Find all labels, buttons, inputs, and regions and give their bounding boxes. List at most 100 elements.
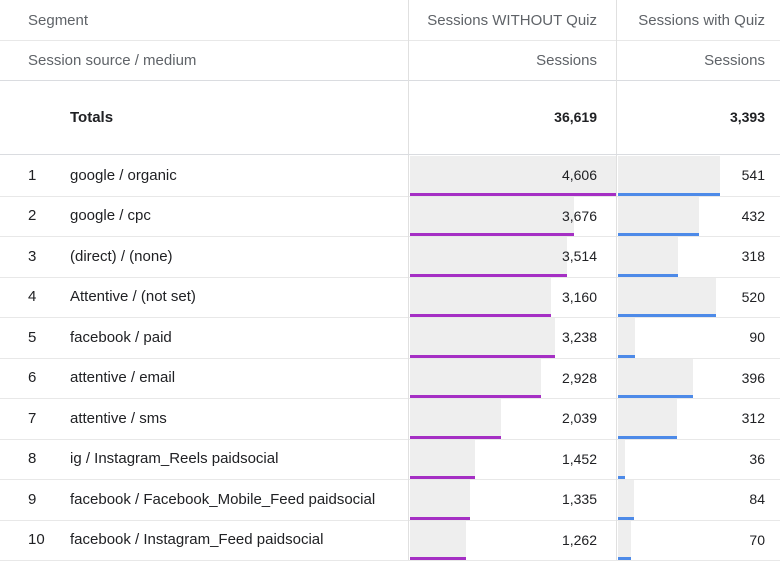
sessions-with-quiz-cell: 36 <box>616 439 780 480</box>
row-index: 2 <box>0 196 60 237</box>
sessions-bar-b <box>618 399 677 439</box>
source-medium-label: facebook / Facebook_Mobile_Feed paidsoci… <box>60 479 408 520</box>
source-medium-label: facebook / Instagram_Feed paidsocial <box>60 520 408 561</box>
sessions-bar-a <box>410 197 574 237</box>
totals-value-a: 36,619 <box>408 80 616 154</box>
sessions-value-b: 36 <box>749 451 765 467</box>
sessions-with-quiz-cell: 520 <box>616 277 780 318</box>
sessions-value-b: 312 <box>742 410 765 426</box>
sessions-without-quiz-cell: 1,335 <box>408 479 616 520</box>
sessions-value-a: 2,039 <box>562 410 597 426</box>
sessions-bar-b <box>618 237 678 277</box>
sessions-with-quiz-cell: 318 <box>616 236 780 277</box>
sessions-without-quiz-cell: 2,039 <box>408 398 616 439</box>
source-medium-label: attentive / email <box>60 358 408 399</box>
sessions-value-b: 84 <box>749 491 765 507</box>
sessions-bar-a <box>410 278 551 318</box>
row-index: 7 <box>0 398 60 439</box>
sessions-with-quiz-cell: 396 <box>616 358 780 399</box>
sessions-without-quiz-cell: 1,452 <box>408 439 616 480</box>
source-medium-label: Attentive / (not set) <box>60 277 408 318</box>
sessions-bar-b <box>618 156 720 196</box>
sessions-without-quiz-cell: 3,514 <box>408 236 616 277</box>
row-index: 5 <box>0 317 60 358</box>
segment-header-row: Segment Sessions WITHOUT Quiz Sessions w… <box>0 0 780 41</box>
sessions-bar-a <box>410 359 541 399</box>
sessions-header-b[interactable]: Sessions <box>616 40 780 80</box>
sessions-bar-b <box>618 521 631 561</box>
sessions-value-b: 432 <box>742 208 765 224</box>
source-medium-label: google / cpc <box>60 196 408 237</box>
sessions-value-a: 3,676 <box>562 208 597 224</box>
row-index: 9 <box>0 479 60 520</box>
sessions-without-quiz-cell: 2,928 <box>408 358 616 399</box>
source-medium-label: (direct) / (none) <box>60 236 408 277</box>
totals-row: Totals 36,619 3,393 <box>0 80 780 155</box>
dimension-header[interactable]: Session source / medium <box>0 40 408 80</box>
row-index: 3 <box>0 236 60 277</box>
row-index: 8 <box>0 439 60 480</box>
sessions-value-a: 4,606 <box>562 167 597 183</box>
sessions-value-b: 396 <box>742 370 765 386</box>
sessions-bar-a <box>410 521 466 561</box>
sessions-with-quiz-cell: 312 <box>616 398 780 439</box>
sessions-without-quiz-cell: 3,676 <box>408 196 616 237</box>
sessions-value-a: 3,238 <box>562 329 597 345</box>
sessions-with-quiz-cell: 432 <box>616 196 780 237</box>
sessions-value-b: 70 <box>749 532 765 548</box>
source-medium-label: google / organic <box>60 155 408 196</box>
row-index: 6 <box>0 358 60 399</box>
sessions-value-a: 3,160 <box>562 289 597 305</box>
sessions-bar-a <box>410 318 555 358</box>
sessions-value-b: 541 <box>742 167 765 183</box>
sessions-bar-b <box>618 359 693 399</box>
table-row[interactable]: 3(direct) / (none) 3,514 318 <box>0 236 780 278</box>
sessions-with-quiz-cell: 84 <box>616 479 780 520</box>
segment-col-with-quiz[interactable]: Sessions with Quiz <box>616 0 780 40</box>
sessions-value-b: 520 <box>742 289 765 305</box>
sessions-value-a: 3,514 <box>562 248 597 264</box>
sessions-value-a: 1,262 <box>562 532 597 548</box>
sessions-value-a: 1,452 <box>562 451 597 467</box>
sessions-value-a: 2,928 <box>562 370 597 386</box>
sessions-without-quiz-cell: 3,160 <box>408 277 616 318</box>
sessions-header-a[interactable]: Sessions <box>408 40 616 80</box>
source-medium-label: facebook / paid <box>60 317 408 358</box>
sessions-without-quiz-cell: 3,238 <box>408 317 616 358</box>
row-index: 4 <box>0 277 60 318</box>
sessions-with-quiz-cell: 90 <box>616 317 780 358</box>
sessions-value-b: 318 <box>742 248 765 264</box>
row-index: 1 <box>0 155 60 196</box>
sessions-bar-a <box>410 399 501 439</box>
metric-header-row: Session source / medium Sessions Session… <box>0 40 780 81</box>
sessions-bar-b <box>618 440 625 480</box>
sessions-without-quiz-cell: 1,262 <box>408 520 616 561</box>
source-medium-label: attentive / sms <box>60 398 408 439</box>
sessions-without-quiz-cell: 4,606 <box>408 155 616 196</box>
sessions-bar-a <box>410 237 567 277</box>
totals-label: Totals <box>60 80 408 154</box>
sessions-bar-b-line <box>618 557 631 560</box>
sessions-bar-a <box>410 480 470 520</box>
totals-value-b: 3,393 <box>616 80 780 154</box>
sessions-bar-b <box>618 480 634 520</box>
sessions-value-b: 90 <box>749 329 765 345</box>
sessions-bar-a-line <box>410 557 466 560</box>
row-index: 10 <box>0 520 60 561</box>
segment-label: Segment <box>0 0 408 40</box>
sessions-bar-a <box>410 440 475 480</box>
segment-col-without-quiz[interactable]: Sessions WITHOUT Quiz <box>408 0 616 40</box>
sessions-with-quiz-cell: 541 <box>616 155 780 196</box>
sessions-value-a: 1,335 <box>562 491 597 507</box>
source-medium-label: ig / Instagram_Reels paidsocial <box>60 439 408 480</box>
